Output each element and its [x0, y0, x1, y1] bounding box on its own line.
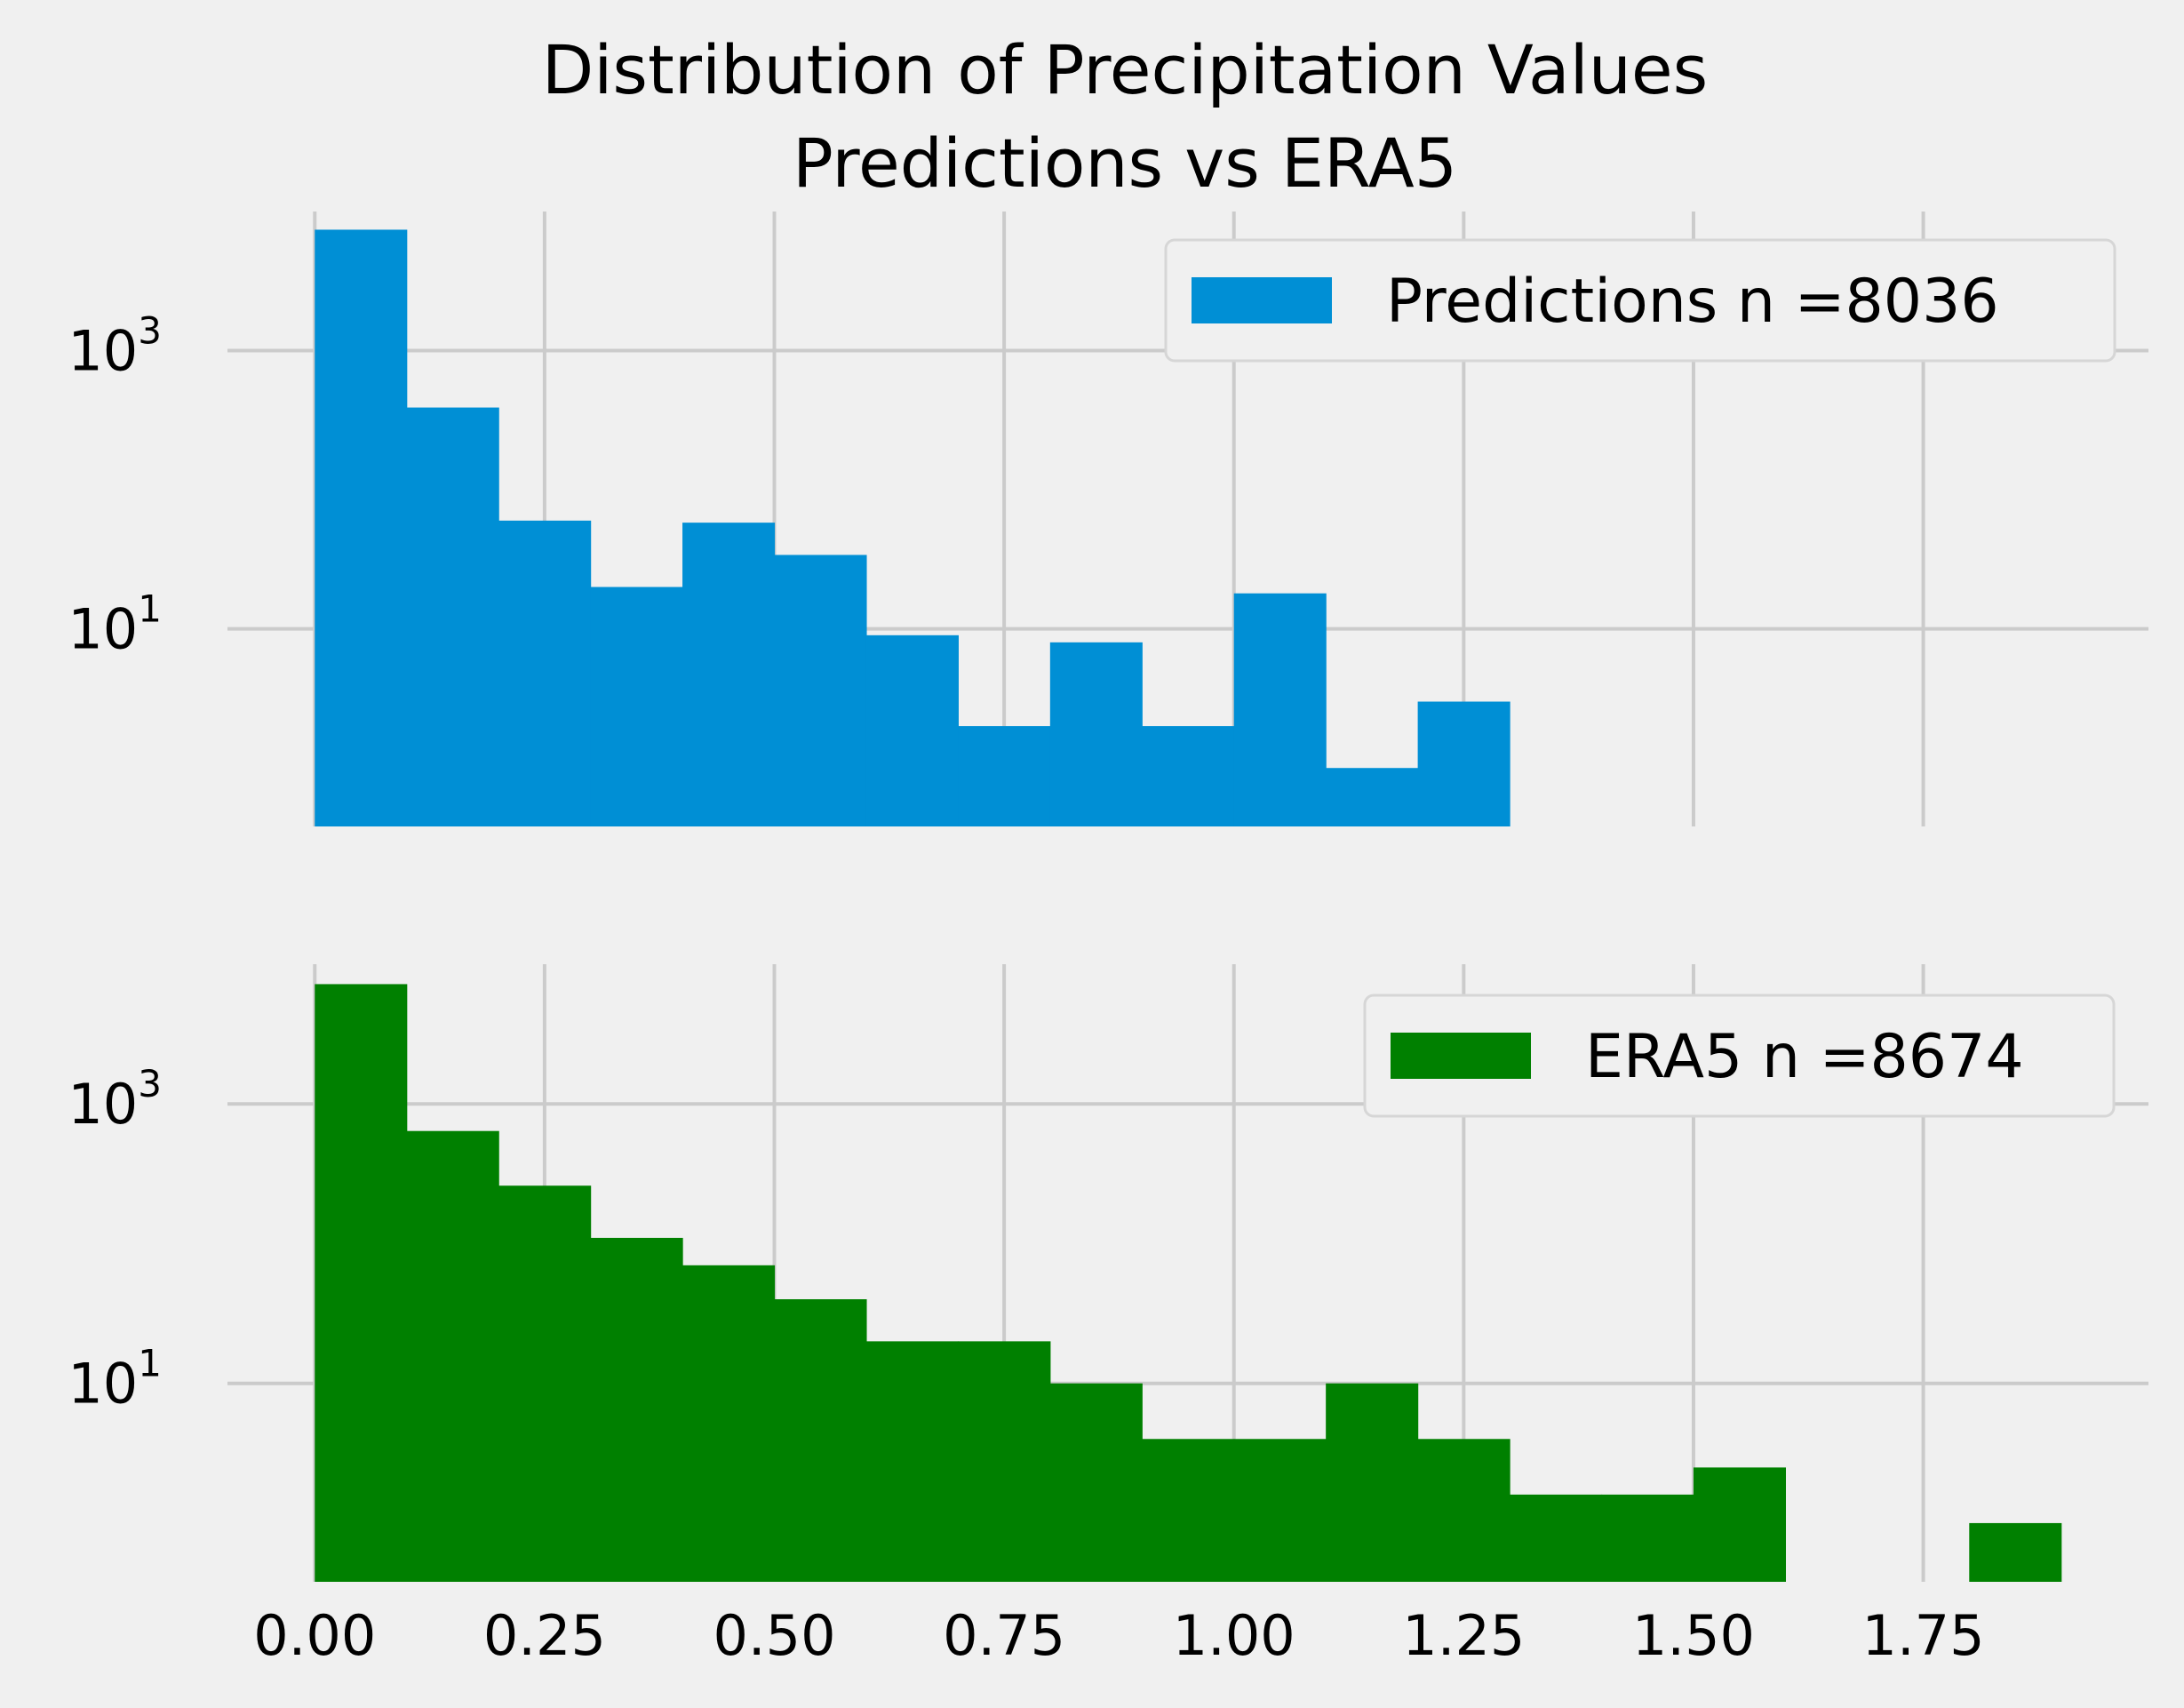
histogram-bar [1049, 1383, 1143, 1582]
histogram-bar [590, 1237, 683, 1582]
x-tick-label: 1.25 [1402, 1603, 1525, 1668]
x-tick-label: 0.75 [943, 1603, 1065, 1668]
legend-box [1363, 994, 2116, 1118]
x-tick-label: 0.50 [713, 1603, 835, 1668]
histogram-bar [1326, 768, 1419, 826]
x-tick-label: 0.25 [483, 1603, 606, 1668]
histogram-bar [315, 984, 408, 1582]
histogram-bar [1510, 1494, 1603, 1582]
chart-title-line-2: Predictions vs ERA5 [793, 124, 1457, 203]
histogram-bar [774, 1299, 867, 1582]
legend-swatch [1391, 1033, 1531, 1079]
histogram-bar [498, 1185, 592, 1582]
histogram-bar [1049, 642, 1143, 826]
legend-box [1164, 238, 2116, 363]
histogram-bar [1233, 593, 1327, 826]
histogram-bar [1969, 1522, 2062, 1582]
predictions-histogram-panel: 101 103 Predictions n =8036 [68, 212, 2148, 826]
legend: Predictions n =8036 [1164, 238, 2116, 363]
y-tick-label: 101 [68, 587, 162, 662]
legend-label: ERA5 n =8674 [1585, 1022, 2024, 1092]
y-tick-label: 101 [68, 1342, 162, 1417]
histogram-bar [590, 587, 683, 826]
histogram-bar [865, 1341, 959, 1582]
legend-swatch [1192, 277, 1332, 323]
y-tick-label: 103 [68, 309, 162, 384]
x-tick-label: 0.00 [253, 1603, 376, 1668]
histogram-bar [682, 1265, 776, 1582]
histogram-bar [682, 523, 776, 826]
x-tick-label: 1.00 [1173, 1603, 1295, 1668]
histogram-bar [1142, 726, 1235, 826]
era5-histogram-panel: 101 103 0.00 0.25 0.50 0.75 1.00 1.25 1.50 1.75 ER… [68, 964, 2148, 1668]
histogram-bar [865, 635, 959, 826]
histogram-bar [774, 555, 867, 826]
x-tick-label: 1.75 [1862, 1603, 1985, 1668]
histogram-bar [1326, 1383, 1419, 1582]
histogram-bar [958, 1341, 1051, 1582]
histogram-bar [315, 229, 408, 826]
histogram-bar [498, 520, 592, 826]
y-tick-label: 103 [68, 1062, 162, 1137]
chart-title-line-1: Distribution of Precipitation Values [542, 30, 1708, 109]
histogram-bar [1142, 1439, 1235, 1582]
histogram-bar [1233, 1439, 1327, 1582]
histogram-bar [1417, 701, 1510, 826]
legend-label: Predictions n =8036 [1386, 267, 1999, 337]
histogram-bar [1693, 1467, 1786, 1582]
legend: ERA5 n =8674 [1363, 994, 2116, 1118]
histogram-bar [958, 726, 1051, 826]
x-tick-label: 1.50 [1632, 1603, 1755, 1668]
histogram-bar [406, 407, 499, 826]
histogram-bar [406, 1130, 499, 1582]
histogram-bar [1417, 1439, 1510, 1582]
histogram-bar [1601, 1494, 1694, 1582]
